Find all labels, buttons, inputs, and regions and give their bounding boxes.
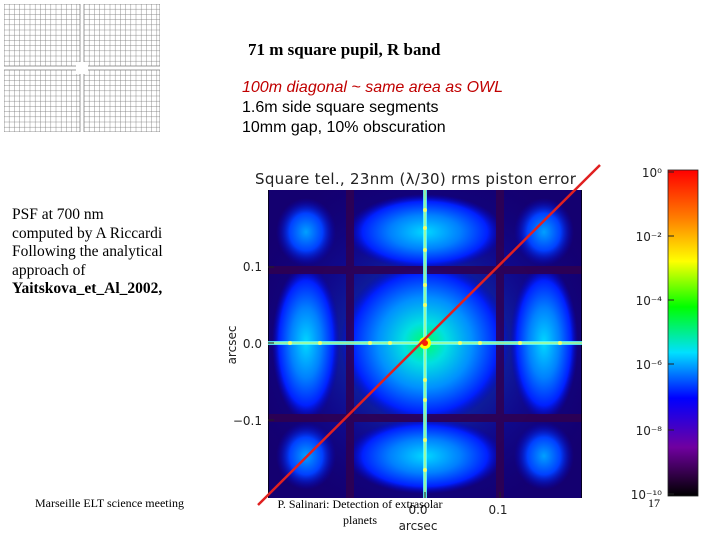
y-tick-labels: 0.1 0.0 −0.1 [233,260,262,428]
psf-note-line-5: Yaitskova_et_Al_2002, [12,280,163,298]
y-tick-label: 0.1 [243,260,262,274]
page-number: 17 [648,496,660,510]
diagonal-line [257,164,601,506]
colorbar-tick-label: 10⁻⁴ [636,294,663,308]
pupil-quadrant [4,69,81,132]
colorbar-tick-label: 10⁰ [642,166,662,180]
footer-author-title: P. Salinari: Detection of extrasolar pla… [277,497,443,527]
psf-note-line-2: computed by A Riccardi [12,224,163,242]
axis-ticks [268,266,501,498]
x-axis-label: arcsec [399,519,438,533]
psf-note-line-1: PSF at 700 nm [12,206,104,223]
psf-note: PSF at 700 nm computed by A Riccardi Fol… [12,206,163,299]
description-line-1: 100m diagonal ~ same area as OWL [242,79,504,96]
description-line-3: 10mm gap, 10% obscuration [242,119,446,136]
central-obscuration [76,62,88,74]
psf-plot-title: Square tel., 23nm (λ/30) rms piston erro… [255,170,577,188]
psf-note-line-4: approach of [12,261,86,279]
x-tick-labels: 0.0 0.1 [408,503,507,517]
colorbar-tick-label: 10⁻² [636,230,663,244]
y-axis-label: arcsec [225,326,239,365]
colorbar-tick-label: 10⁻¹⁰ [631,488,662,502]
slide-title: 71 m square pupil, R band [248,40,441,59]
x-tick-label: 0.0 [408,503,427,517]
pupil-description: 100m diagonal ~ same area as OWL 1.6m si… [242,78,503,138]
colorbar-tick-labels: 10⁰ 10⁻² 10⁻⁴ 10⁻⁶ 10⁻⁸ 10⁻¹⁰ [631,166,662,502]
description-line-2: 1.6m side square segments [242,99,439,116]
y-tick-label: −0.1 [233,414,262,428]
pupil-quadrant [83,4,160,67]
pupil-quadrant [83,69,160,132]
y-tick-label: 0.0 [243,337,262,351]
pupil-grid-diagram [4,4,160,132]
psf-note-line-3: Following the analytical [12,243,163,261]
colorbar-tick-label: 10⁻⁶ [636,358,663,372]
colorbar-tick-label: 10⁻⁸ [636,424,663,438]
psf-image [268,190,582,498]
pupil-quadrant [4,4,81,67]
colorbar [667,169,699,497]
x-tick-label: 0.1 [488,503,507,517]
footer-event: Marseille ELT science meeting [35,496,184,510]
